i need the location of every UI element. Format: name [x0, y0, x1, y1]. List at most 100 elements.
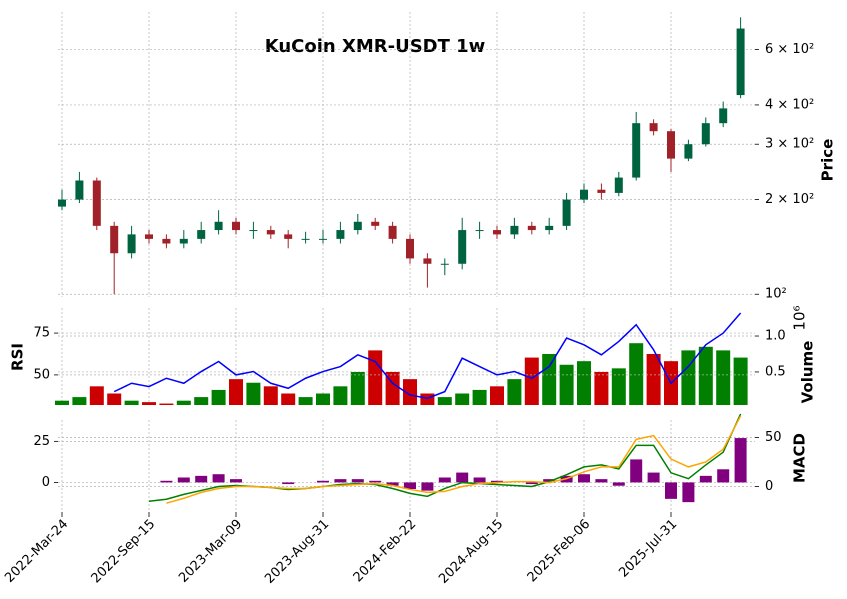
- macd-hist-bar: [682, 482, 695, 503]
- volume-bar: [646, 353, 661, 405]
- volume-bar: [72, 397, 87, 405]
- y-tick-label: 50: [765, 430, 782, 445]
- macd-hist-bar: [351, 479, 364, 483]
- candle-body: [493, 230, 501, 235]
- macd-hist-bar: [734, 438, 747, 483]
- volume-bar: [316, 393, 330, 405]
- candle-body: [145, 234, 153, 239]
- volume-bar: [611, 368, 626, 405]
- volume-bar: [577, 361, 591, 405]
- volume-bar: [437, 397, 452, 405]
- candle-body: [423, 258, 432, 264]
- macd-hist-bar: [160, 480, 173, 483]
- volume-bar: [368, 350, 383, 405]
- volume-bar: [455, 393, 470, 405]
- volume-bar: [55, 400, 69, 405]
- candle-body: [719, 108, 728, 124]
- volume-bar: [107, 393, 122, 405]
- candle-body: [440, 263, 449, 265]
- volume-bar: [333, 386, 348, 405]
- volume-bar: [559, 364, 574, 405]
- candle-body: [458, 230, 467, 264]
- macd-hist-bar: [491, 480, 503, 483]
- candle-body: [353, 221, 362, 231]
- macd-hist-bar: [543, 479, 556, 483]
- candle-body: [232, 221, 240, 231]
- candle-body: [667, 131, 675, 159]
- macd-hist-bar: [647, 472, 660, 483]
- y-tick-label: 0: [765, 479, 773, 494]
- y-tick-label: 6 × 10²: [765, 42, 814, 57]
- volume-bar: [542, 353, 557, 405]
- macd-hist-bar: [317, 480, 329, 483]
- candle-body: [197, 230, 206, 239]
- macd-hist-bar: [212, 474, 225, 483]
- x-tick-label: 2023-Mar-09: [176, 517, 245, 586]
- volume-bar: [681, 350, 696, 405]
- candle-body: [92, 180, 101, 226]
- candle-body: [597, 189, 606, 193]
- candle-body: [75, 180, 84, 200]
- candle-body: [527, 225, 536, 231]
- macd-hist-bar: [665, 482, 677, 499]
- candle-body: [319, 238, 327, 240]
- y-tick-label: 2 × 10²: [765, 192, 814, 207]
- x-tick-label: 2025-Feb-06: [525, 517, 594, 586]
- axis-label: Volume: [799, 341, 817, 404]
- axis-offset: 10⁶: [791, 305, 809, 330]
- candle-body: [58, 199, 66, 207]
- x-tick-label: 2022-Sep-15: [89, 517, 159, 587]
- volume-bar: [263, 386, 278, 405]
- candle-body: [580, 189, 588, 200]
- candle-body: [545, 225, 554, 231]
- y-tick-label: 25: [33, 434, 50, 449]
- macd-hist-bar: [473, 477, 486, 483]
- volume-bar: [733, 357, 748, 405]
- volume-bar: [350, 371, 365, 405]
- macd-hist-bar: [525, 482, 538, 485]
- volume-bar: [281, 393, 296, 405]
- candle-body: [127, 234, 136, 254]
- candle-body: [249, 230, 258, 232]
- macd-hist-bar: [230, 479, 242, 483]
- x-tick-label: 2024-Aug-15: [436, 517, 506, 587]
- candle-body: [649, 123, 658, 132]
- macd-hist-bar: [630, 459, 643, 483]
- volume-bar: [472, 389, 487, 405]
- candle-body: [266, 230, 275, 235]
- macd-hist-bar: [612, 482, 625, 486]
- chart-title: KuCoin XMR-USDT 1w: [265, 36, 486, 57]
- y-tick-label: 0.5: [765, 364, 786, 379]
- macd-hist-bar: [195, 475, 208, 483]
- volume-bar: [159, 403, 174, 405]
- candle-body: [388, 225, 397, 239]
- y-tick-label: 1.0: [765, 329, 786, 344]
- macd-hist-bar: [421, 482, 434, 491]
- macd-line: [148, 413, 742, 502]
- macd-hist-bar: [438, 477, 451, 483]
- macd-hist-bar: [717, 469, 730, 483]
- volume-bar: [176, 400, 191, 405]
- volume-bar: [298, 397, 313, 405]
- y-tick-label: 50: [33, 367, 50, 382]
- macd-hist-bar: [282, 482, 295, 485]
- volume-bar: [194, 397, 209, 405]
- x-tick-label: 2025-Jul-31: [616, 517, 680, 581]
- candle-body: [510, 225, 519, 235]
- candle-body: [701, 123, 710, 145]
- volume-bar: [403, 379, 417, 405]
- y-tick-label: 0: [42, 475, 50, 490]
- volume-bar: [142, 402, 156, 405]
- signal-line: [166, 415, 742, 504]
- volume-bar: [629, 343, 644, 405]
- candle-body: [562, 199, 571, 226]
- volume-bar: [698, 346, 713, 405]
- volume-bar: [716, 350, 731, 405]
- volume-bar: [211, 389, 226, 405]
- macd-hist-bar: [386, 482, 399, 486]
- y-tick-label: 4 × 10²: [765, 97, 814, 112]
- volume-bar: [594, 371, 609, 405]
- volume-bar: [524, 357, 539, 405]
- candle-body: [301, 238, 310, 240]
